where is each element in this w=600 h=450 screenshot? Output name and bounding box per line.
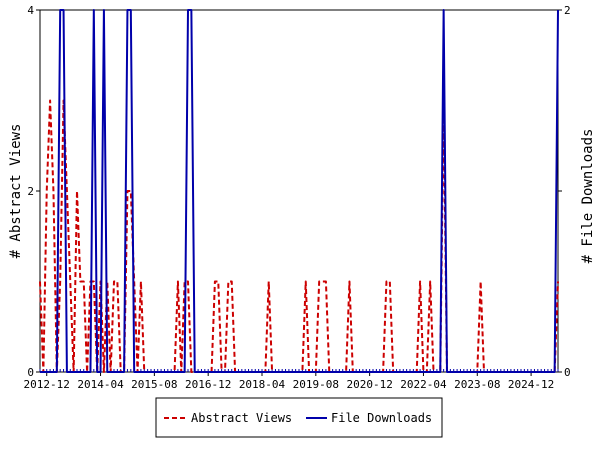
plot-frame: [39, 9, 559, 373]
legend: Abstract Views File Downloads: [155, 397, 443, 438]
y-axis-label-right: # File Downloads: [580, 129, 596, 264]
y-left-tick-label: 4: [27, 4, 34, 17]
x-tick-label: 2012-12: [24, 378, 70, 391]
x-tick-label: 2023-08: [454, 378, 500, 391]
x-tick-label: 2014-04: [77, 378, 124, 391]
plot-area: [39, 9, 559, 373]
y-right-tick-label: 0: [564, 366, 571, 379]
legend-label-abstract-views: Abstract Views: [191, 411, 292, 425]
x-tick-label: 2016-12: [185, 378, 231, 391]
axes: 2012-12 2014-04 2015-08 2016-12 2018-04 2019-…: [24, 4, 571, 391]
y-axis-label-left: # Abstract Views: [8, 124, 24, 259]
x-tick-label: 2015-08: [131, 378, 177, 391]
series-layer: [39, 9, 559, 373]
legend-box: [155, 397, 443, 438]
x-tick-label: 2024-12: [508, 378, 554, 391]
legend-label-file-downloads: File Downloads: [331, 411, 432, 425]
y-right-tick-label: 2: [564, 4, 571, 17]
y-left-tick-label: 0: [27, 366, 34, 379]
y-left-tick-label: 2: [27, 185, 34, 198]
x-tick-label: 2020-12: [346, 378, 392, 391]
x-tick-label: 2022-04: [400, 378, 447, 391]
series-line-file-downloads: [40, 9, 559, 373]
x-tick-label: 2019-08: [293, 378, 339, 391]
x-tick-label: 2018-04: [239, 378, 286, 391]
